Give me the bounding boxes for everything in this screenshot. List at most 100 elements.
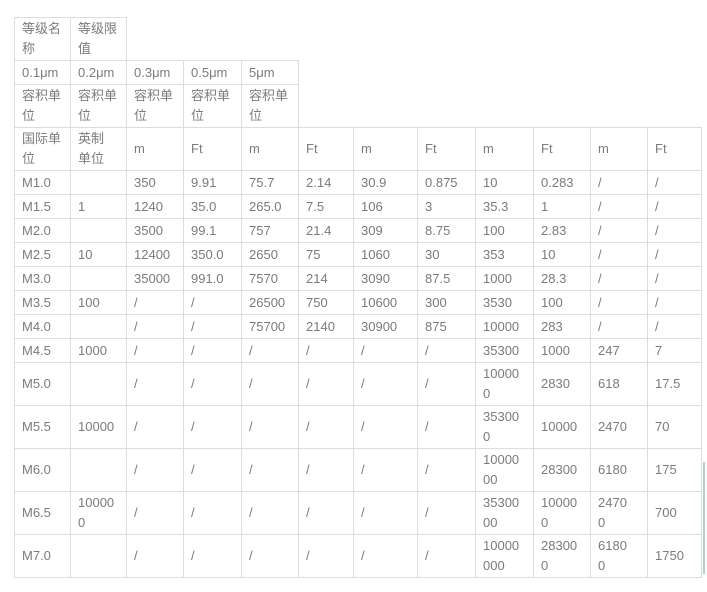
data-cell: 35300 0: [475, 405, 534, 449]
data-cell: /: [417, 448, 476, 492]
table-row: M4.0//75700 2140 30900 875 10000 283//: [14, 314, 703, 339]
data-cell: /: [241, 448, 299, 492]
data-cell: 1: [533, 194, 591, 219]
data-cell: 247: [590, 338, 648, 363]
table-row: M4.5 1000// / / //35300 1000 247 7: [14, 338, 703, 363]
table-row: M3.5 100//26500 750 10600 300 3530 100//: [14, 290, 703, 315]
row-limit-cell: [70, 170, 127, 195]
data-cell: /: [183, 362, 242, 406]
data-cell: 2470: [590, 405, 648, 449]
row-limit-cell: [70, 362, 127, 406]
data-cell: /: [126, 491, 184, 535]
data-cell: /: [298, 448, 354, 492]
row-limit-cell: [70, 448, 127, 492]
data-cell: 350.0: [183, 242, 242, 267]
data-cell: /: [417, 338, 476, 363]
data-cell: 3500: [126, 218, 184, 243]
row-grade-cell: M7.0: [14, 534, 71, 578]
data-cell: 991.0: [183, 266, 242, 291]
row-limit-cell: [70, 266, 127, 291]
data-cell: 7570: [241, 266, 299, 291]
header-volume-unit: 容积单 位: [241, 84, 299, 128]
header-row-grade: 等级名 称 等级限 值: [14, 17, 702, 61]
data-cell: 10000 0: [533, 491, 591, 535]
header-grade-limit: 等级限 值: [70, 17, 127, 61]
data-cell: 10600: [353, 290, 418, 315]
row-limit-cell: 10000 0: [70, 491, 127, 535]
row-limit-cell: 1000: [70, 338, 127, 363]
data-cell: /: [590, 170, 648, 195]
data-cell: /: [590, 266, 648, 291]
data-cell: /: [126, 534, 184, 578]
row-grade-cell: M1.0: [14, 170, 71, 195]
header-unit-ft: Ft: [183, 127, 242, 171]
data-cell: 10000: [533, 405, 591, 449]
header-grade-name: 等级名 称: [14, 17, 71, 61]
data-cell: /: [298, 405, 354, 449]
data-cell: 28300: [533, 448, 591, 492]
table-row: M6.5 10000 0// / / //35300 00 10000 0 2470 0 70…: [14, 491, 703, 535]
data-cell: /: [183, 448, 242, 492]
data-cell: 175: [646, 448, 703, 492]
data-cell: 6180: [590, 448, 648, 492]
header-row-units: 国际单 位 英制 单位 m Ft m Ft m Ft m Ft m Ft: [14, 127, 703, 171]
data-cell: /: [183, 338, 242, 363]
data-cell: /: [126, 290, 184, 315]
data-cell: /: [126, 314, 184, 339]
data-cell: 875: [417, 314, 476, 339]
data-cell: 10000: [475, 314, 534, 339]
header-intl-unit: 国际单 位: [14, 127, 71, 171]
data-cell: 2470 0: [590, 491, 648, 535]
data-cell: 0.875: [417, 170, 476, 195]
data-cell: /: [183, 534, 242, 578]
data-cell: 1750: [646, 534, 703, 578]
data-cell: 757: [241, 218, 299, 243]
data-cell: /: [590, 314, 648, 339]
header-size-0-2um: 0.2μm: [70, 60, 127, 85]
data-cell: 28300 0: [533, 534, 591, 578]
data-cell: /: [417, 405, 476, 449]
data-cell: 3090: [353, 266, 418, 291]
data-cell: 26500: [241, 290, 299, 315]
header-volume-unit: 容积单 位: [70, 84, 127, 128]
data-cell: 106: [353, 194, 418, 219]
data-cell: 75.7: [241, 170, 299, 195]
data-cell: /: [183, 405, 242, 449]
header-unit-m: m: [475, 127, 534, 171]
vertical-scrollbar-thumb[interactable]: [703, 462, 705, 574]
data-cell: 0.283: [533, 170, 591, 195]
data-cell: /: [590, 242, 648, 267]
data-cell: /: [646, 194, 703, 219]
data-cell: 99.1: [183, 218, 242, 243]
table-row: M5.0// / / //10000 0 2830 618 17.5: [14, 362, 703, 406]
table-row: M1.5 1 1240 35.0 265.0 7.5 106 3 35.3 1//: [14, 194, 703, 219]
data-cell: 353: [475, 242, 534, 267]
data-cell: /: [646, 266, 703, 291]
row-grade-cell: M1.5: [14, 194, 71, 219]
data-cell: /: [417, 362, 476, 406]
data-cell: 87.5: [417, 266, 476, 291]
data-cell: 100: [475, 218, 534, 243]
data-cell: 10: [533, 242, 591, 267]
data-cell: 35.0: [183, 194, 242, 219]
data-cell: /: [646, 170, 703, 195]
data-cell: 618: [590, 362, 648, 406]
data-cell: /: [298, 534, 354, 578]
data-cell: 2.83: [533, 218, 591, 243]
header-unit-ft: Ft: [646, 127, 703, 171]
data-cell: 35.3: [475, 194, 534, 219]
header-size-5um: 5μm: [241, 60, 299, 85]
data-cell: 7: [646, 338, 703, 363]
data-cell: 10000 000: [475, 534, 534, 578]
header-unit-ft: Ft: [298, 127, 354, 171]
data-cell: /: [353, 534, 418, 578]
data-cell: /: [646, 242, 703, 267]
header-row-sizes: 0.1μm 0.2μm 0.3μm 0.5μm 5μm: [14, 60, 702, 128]
header-unit-m: m: [241, 127, 299, 171]
data-cell: 3530: [475, 290, 534, 315]
data-cell: /: [646, 314, 703, 339]
data-cell: /: [353, 338, 418, 363]
data-cell: /: [126, 362, 184, 406]
data-cell: 265.0: [241, 194, 299, 219]
header-size-0-5um: 0.5μm: [183, 60, 242, 85]
